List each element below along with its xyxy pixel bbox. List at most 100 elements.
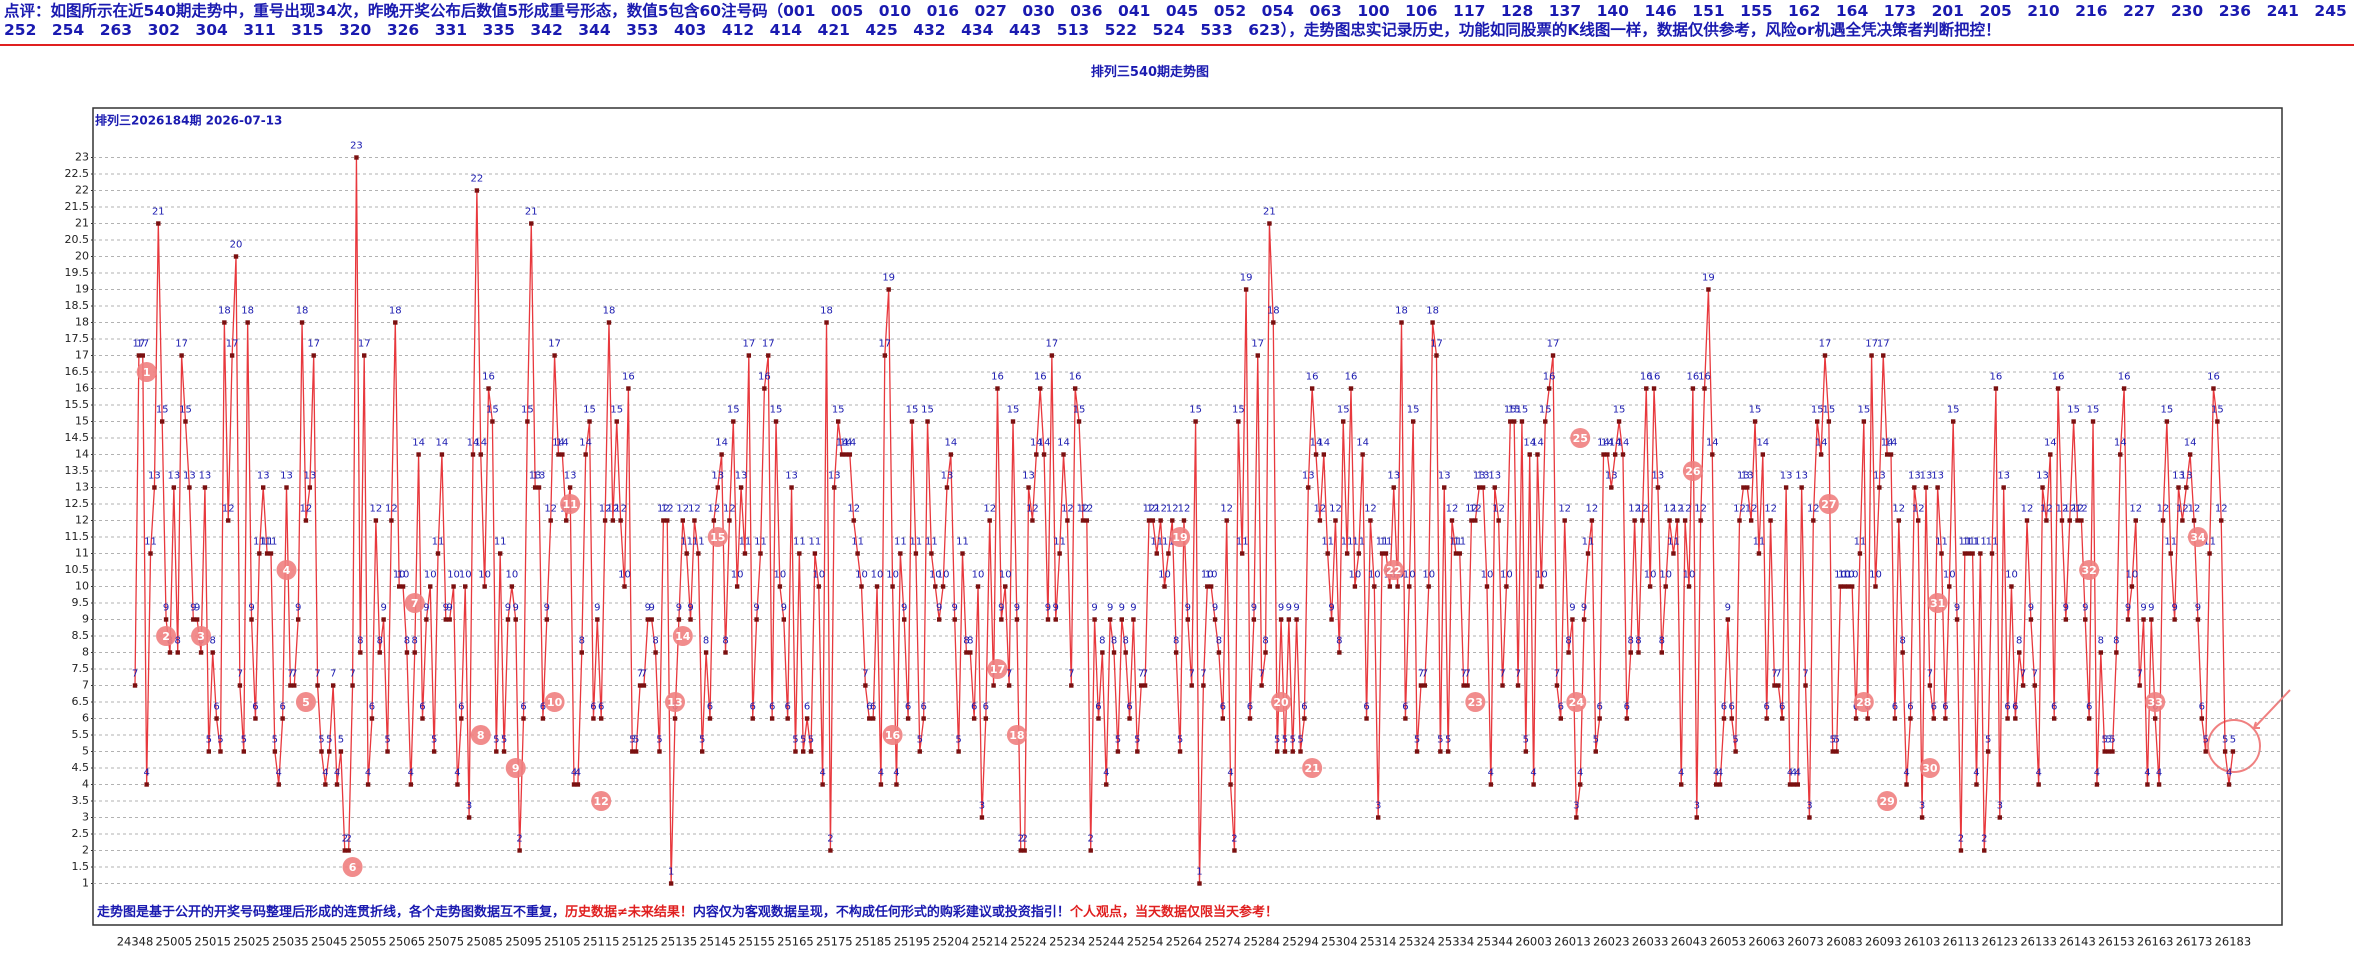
repeat-marker-label: 14 — [675, 630, 691, 643]
y-tick-label: 21 — [75, 217, 89, 230]
value-label: 9 — [2140, 603, 2146, 614]
x-tick-label: 25045 — [311, 935, 348, 949]
value-label: 5 — [699, 735, 705, 746]
point — [1449, 518, 1455, 523]
point — [1006, 683, 1012, 688]
value-label: 15 — [906, 405, 919, 416]
point — [2137, 683, 2142, 688]
value-label: 11 — [1966, 537, 1979, 548]
value-label: 7 — [1554, 669, 1560, 680]
value-label: 7 — [1775, 669, 1781, 680]
value-label: 8 — [967, 636, 973, 647]
value-label: 17 — [1819, 339, 1832, 350]
point — [350, 683, 355, 688]
point — [2121, 386, 2127, 391]
point — [552, 353, 557, 358]
value-label: 8 — [1216, 636, 1222, 647]
value-label: 6 — [971, 702, 977, 713]
value-label: 8 — [1099, 636, 1105, 647]
point — [1325, 551, 1330, 556]
point — [2059, 518, 2065, 523]
point — [1881, 353, 1886, 358]
point — [1686, 584, 1692, 589]
value-label: 14 — [556, 438, 569, 449]
point — [556, 452, 561, 457]
repeat-marker-label: 33 — [2148, 696, 2163, 709]
value-label: 11 — [692, 537, 705, 548]
value-label: 7 — [641, 669, 647, 680]
x-tick-label: 26103 — [1904, 935, 1941, 949]
point — [1387, 584, 1393, 589]
value-label: 9 — [676, 603, 682, 614]
value-label: 11 — [1352, 537, 1365, 548]
point — [1710, 452, 1715, 457]
point — [393, 320, 398, 325]
point — [1993, 386, 1999, 391]
value-label: 15 — [1508, 405, 1521, 416]
y-tick-label: 16 — [75, 382, 89, 395]
repeat-marker-label: 20 — [1273, 696, 1289, 709]
point — [334, 782, 340, 787]
point — [459, 716, 464, 721]
point — [1368, 518, 1373, 523]
point — [2102, 749, 2107, 754]
value-label: 9 — [163, 603, 169, 614]
point — [633, 749, 639, 754]
point — [253, 716, 258, 721]
value-label: 6 — [1942, 702, 1948, 713]
point — [940, 584, 946, 589]
point — [1376, 815, 1381, 820]
value-label: 11 — [1341, 537, 1354, 548]
value-label: 7 — [1138, 669, 1144, 680]
value-label: 16 — [482, 372, 495, 383]
value-label: 7 — [330, 669, 336, 680]
x-tick-label: 25344 — [1476, 935, 1513, 949]
value-label: 21 — [152, 207, 165, 218]
value-label: 12 — [1586, 504, 1599, 515]
point — [1620, 452, 1626, 457]
x-tick-label: 26023 — [1593, 935, 1630, 949]
value-label: 11 — [253, 537, 266, 548]
value-label: 5 — [792, 735, 798, 746]
value-label: 8 — [404, 636, 410, 647]
value-label: 1 — [1196, 867, 1202, 878]
value-label: 5 — [272, 735, 278, 746]
value-label: 5 — [1593, 735, 1599, 746]
point — [1461, 683, 1466, 688]
repeat-marker — [505, 758, 526, 778]
period-label: 排列三2026184期 2026-07-13 — [95, 113, 282, 128]
value-label: 6 — [1721, 702, 1727, 713]
repeat-marker-label: 27 — [1821, 498, 1836, 511]
point — [1830, 749, 1835, 754]
y-tick-label: 5.5 — [72, 728, 90, 741]
point — [1313, 452, 1319, 457]
value-label: 13 — [167, 471, 180, 482]
value-label: 10 — [1368, 570, 1381, 581]
point — [1838, 584, 1843, 589]
point — [373, 518, 379, 523]
point — [583, 452, 588, 457]
repeat-marker-label: 22 — [1386, 564, 1401, 577]
repeat-marker-label: 32 — [2081, 564, 2096, 577]
point — [1399, 320, 1404, 325]
value-label: 13 — [1741, 471, 1754, 482]
point — [921, 716, 926, 721]
value-label: 3 — [1997, 801, 2003, 812]
y-tick-label: 6 — [82, 712, 89, 725]
value-label: 19 — [882, 273, 895, 284]
value-label: 8 — [1262, 636, 1268, 647]
value-label: 17 — [1045, 339, 1058, 350]
point — [1574, 815, 1579, 820]
commentary: 点评：如图所示在近540期走势中，重号出现34次，昨晚开奖公布后数值5形成重号形… — [4, 2, 2354, 39]
point — [1597, 716, 1602, 721]
point — [2040, 485, 2045, 490]
point — [1523, 749, 1529, 754]
x-tick-label: 25224 — [1010, 935, 1047, 949]
value-label: 5 — [629, 735, 635, 746]
point — [1453, 551, 1459, 556]
value-label: 6 — [866, 702, 872, 713]
value-label: 12 — [707, 504, 720, 515]
point — [719, 452, 724, 457]
value-label: 10 — [1644, 570, 1657, 581]
point — [1904, 782, 1909, 787]
